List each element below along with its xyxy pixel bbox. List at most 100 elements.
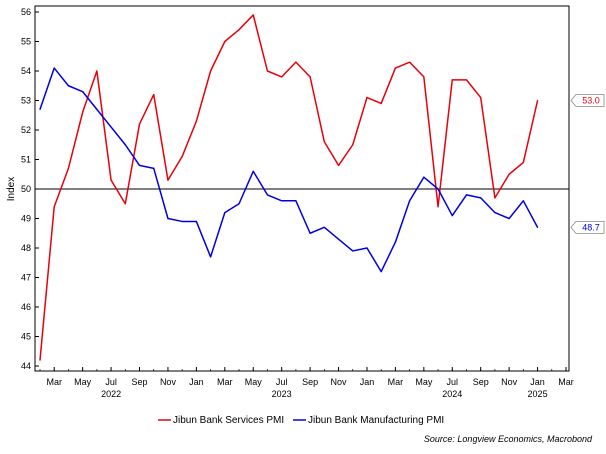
services-pmi-point — [53, 206, 55, 208]
y-tick-label: 49 — [21, 214, 31, 224]
services-pmi-point — [138, 123, 141, 125]
services-pmi-point — [252, 14, 254, 16]
services-pmi-point — [209, 70, 212, 72]
x-tick-label: Mar — [558, 377, 574, 387]
x-tick-label: May — [245, 377, 263, 387]
x-year-label: 2022 — [101, 389, 121, 399]
manufacturing-pmi-point — [465, 194, 468, 196]
manufacturing-pmi-point — [266, 194, 269, 196]
manufacturing-pmi-line — [39, 67, 539, 273]
manufacturing-pmi-point — [437, 188, 439, 190]
services-pmi-point — [110, 179, 112, 181]
manufacturing-pmi-point — [480, 197, 482, 199]
value-callout-text: 53.0 — [582, 96, 600, 106]
y-tick-label: 53 — [21, 96, 31, 106]
services-pmi-point — [380, 102, 382, 105]
services-pmi-point — [465, 79, 468, 81]
services-pmi-point — [224, 40, 226, 43]
manufacturing-pmi-point — [153, 167, 155, 169]
manufacturing-pmi-point — [209, 256, 212, 258]
manufacturing-pmi-point — [238, 203, 240, 205]
manufacturing-pmi-point — [409, 200, 411, 202]
services-pmi-point — [281, 76, 283, 78]
manufacturing-pmi-point — [352, 250, 354, 252]
services-pmi-point — [153, 94, 155, 96]
y-axis-label: Index — [6, 177, 17, 201]
services-pmi-point — [409, 61, 411, 63]
x-tick-label: Mar — [217, 377, 233, 387]
services-pmi-point — [323, 141, 325, 143]
manufacturing-pmi-point — [124, 144, 126, 146]
x-tick-label: Jan — [530, 377, 545, 387]
manufacturing-pmi-point — [309, 232, 311, 234]
services-pmi-point — [352, 144, 354, 146]
manufacturing-pmi-point — [451, 214, 453, 217]
services-pmi-point — [394, 67, 397, 69]
services-pmi-point — [195, 120, 197, 122]
legend-label-manufacturing: Jibun Bank Manufacturing PMI — [308, 415, 444, 426]
x-tick-label: Nov — [501, 377, 518, 387]
y-tick-label: 50 — [21, 184, 31, 194]
manufacturing-pmi-point — [224, 212, 226, 214]
x-tick-label: Sep — [302, 377, 318, 387]
manufacturing-pmi-point — [522, 200, 524, 202]
services-pmi-point — [337, 164, 340, 166]
manufacturing-pmi-point — [295, 200, 297, 202]
services-pmi-point — [536, 99, 539, 102]
source-note: Source: Longview Economics, Macrobond — [424, 434, 593, 444]
x-tick-label: May — [415, 377, 433, 387]
legend-label-services: Jibun Bank Services PMI — [173, 415, 284, 426]
manufacturing-pmi-point — [508, 217, 510, 220]
x-tick-label: Mar — [46, 377, 62, 387]
manufacturing-pmi-point — [366, 247, 368, 249]
y-tick-label: 51 — [21, 155, 31, 165]
value-callout-box — [570, 220, 605, 234]
services-pmi-point — [494, 197, 496, 199]
y-tick-label: 44 — [21, 361, 31, 371]
manufacturing-pmi-point — [110, 126, 112, 128]
legend: Jibun Bank Services PMI Jibun Bank Manuf… — [158, 415, 444, 426]
services-pmi-point — [451, 79, 453, 81]
services-pmi-point — [309, 76, 311, 78]
x-year-label: 2025 — [528, 389, 548, 399]
services-pmi-point — [96, 70, 98, 72]
services-pmi-point — [423, 76, 425, 78]
manufacturing-pmi-point — [281, 200, 283, 202]
manufacturing-pmi-point — [494, 212, 496, 214]
x-tick-label: Sep — [473, 377, 489, 387]
services-pmi-point — [82, 111, 84, 113]
x-tick-label: Jul — [105, 377, 117, 387]
manufacturing-pmi-point — [423, 176, 425, 178]
x-tick-label: Sep — [132, 377, 148, 387]
manufacturing-pmi-point — [252, 170, 254, 172]
services-pmi-point — [437, 206, 439, 208]
manufacturing-pmi-point — [96, 108, 98, 110]
manufacturing-pmi-point — [380, 271, 382, 273]
x-tick-label: Nov — [331, 377, 348, 387]
manufacturing-pmi-point — [195, 220, 197, 223]
manufacturing-pmi-point — [82, 91, 84, 93]
services-pmi-point — [167, 179, 169, 181]
x-year-label: 2023 — [272, 389, 292, 399]
services-pmi-point — [181, 155, 183, 158]
y-tick-label: 56 — [21, 7, 31, 17]
manufacturing-pmi-point — [67, 85, 70, 87]
manufacturing-pmi-point — [138, 164, 141, 166]
manufacturing-pmi-point — [323, 226, 325, 228]
y-tick-label: 45 — [21, 332, 31, 342]
services-last-value-label: 53.0 — [570, 94, 605, 107]
services-pmi-line — [39, 14, 539, 361]
x-tick-label: Jul — [447, 377, 459, 387]
x-year-label: 2024 — [442, 389, 462, 399]
manufacturing-pmi-point — [167, 217, 169, 220]
manufacturing-pmi-point — [337, 238, 340, 240]
x-tick-label: May — [74, 377, 92, 387]
services-pmi-point — [508, 173, 510, 175]
manufacturing-pmi-point — [536, 226, 539, 228]
manufacturing-pmi-point — [181, 220, 183, 223]
services-pmi-point — [480, 96, 482, 99]
services-pmi-point — [238, 29, 240, 31]
y-tick-label: 55 — [21, 37, 31, 47]
manufacturing-pmi-point — [394, 241, 397, 243]
